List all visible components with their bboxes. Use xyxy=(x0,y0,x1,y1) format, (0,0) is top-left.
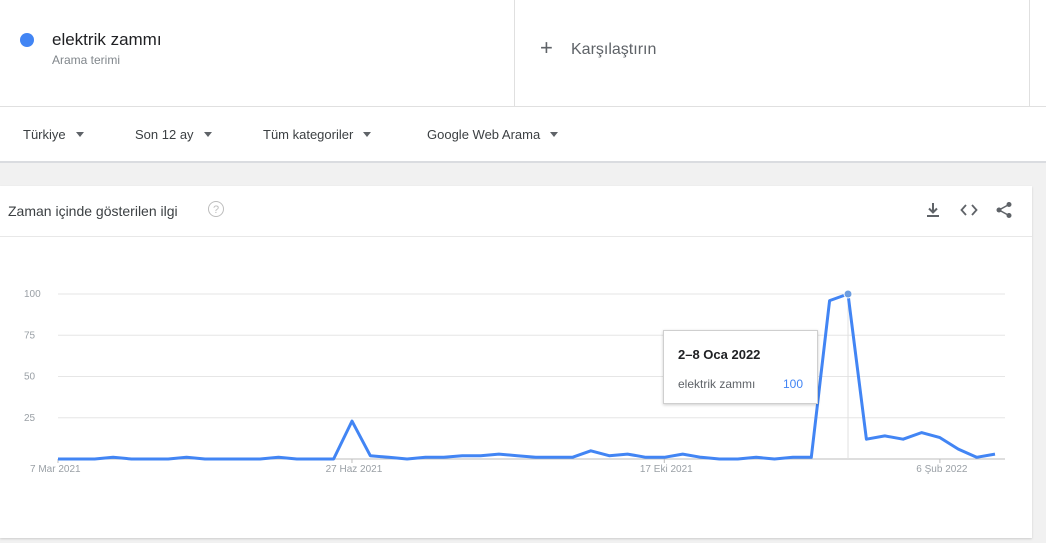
filter-bar: Türkiye Son 12 ay Tüm kategoriler Google… xyxy=(0,107,1046,163)
filter-category-label: Tüm kategoriler xyxy=(263,127,354,142)
interest-line-chart[interactable]: 25 50 75 100 7 Mar 2021 27 Haz 2021 17 Eki 202… xyxy=(0,236,1032,538)
search-term-sublabel: Arama terimi xyxy=(52,53,121,67)
filter-time-range-label: Son 12 ay xyxy=(135,127,194,142)
y-tick-label: 25 xyxy=(24,413,36,424)
y-tick-label: 50 xyxy=(24,372,36,383)
y-tick-label: 75 xyxy=(24,330,36,341)
caret-down-icon xyxy=(363,132,372,137)
search-term-name[interactable]: elektrik zammı xyxy=(52,30,162,49)
card-header: Zaman içinde gösterilen ilgi ? xyxy=(0,186,1032,237)
plus-icon: + xyxy=(540,35,553,60)
interest-over-time-card: Zaman içinde gösterilen ilgi ? 25 50 75 100… xyxy=(0,186,1032,538)
search-terms-bar: elektrik zammı Arama terimi + Karşılaştı… xyxy=(0,0,1046,107)
highlight-point[interactable] xyxy=(843,289,853,299)
series-line[interactable] xyxy=(58,292,996,461)
filter-region-label: Türkiye xyxy=(23,127,66,142)
series-color-dot xyxy=(20,33,34,47)
tooltip-value: 100 xyxy=(782,377,803,391)
tooltip-date: 2–8 Oca 2022 xyxy=(678,347,761,362)
filter-category[interactable]: Tüm kategoriler xyxy=(263,127,372,142)
chart-tooltip: 2–8 Oca 2022 elektrik zammı 100 xyxy=(663,330,818,404)
compare-label: Karşılaştırın xyxy=(571,41,657,58)
caret-down-icon xyxy=(550,132,559,137)
x-tick-label: 27 Haz 2021 xyxy=(326,464,383,475)
filter-time-range[interactable]: Son 12 ay xyxy=(135,127,212,142)
x-tick-label: 7 Mar 2021 xyxy=(30,464,81,475)
filter-search-type[interactable]: Google Web Arama xyxy=(427,127,559,142)
filter-region[interactable]: Türkiye xyxy=(23,127,84,142)
help-icon[interactable]: ? xyxy=(208,201,224,217)
download-icon[interactable] xyxy=(924,201,942,219)
x-tick-label: 6 Şub 2022 xyxy=(916,464,968,475)
caret-down-icon xyxy=(75,132,84,137)
compare-button[interactable]: + Karşılaştırın xyxy=(516,0,1030,106)
x-tick-label: 17 Eki 2021 xyxy=(640,464,693,475)
filter-search-type-label: Google Web Arama xyxy=(427,127,541,142)
share-icon[interactable] xyxy=(995,201,1013,219)
caret-down-icon xyxy=(203,132,212,137)
embed-icon[interactable] xyxy=(960,201,978,219)
tooltip-series-name: elektrik zammı xyxy=(678,377,756,391)
y-tick-label: 100 xyxy=(24,289,41,300)
card-title: Zaman içinde gösterilen ilgi xyxy=(8,203,178,219)
search-term-card[interactable]: elektrik zammı Arama terimi xyxy=(0,0,515,106)
